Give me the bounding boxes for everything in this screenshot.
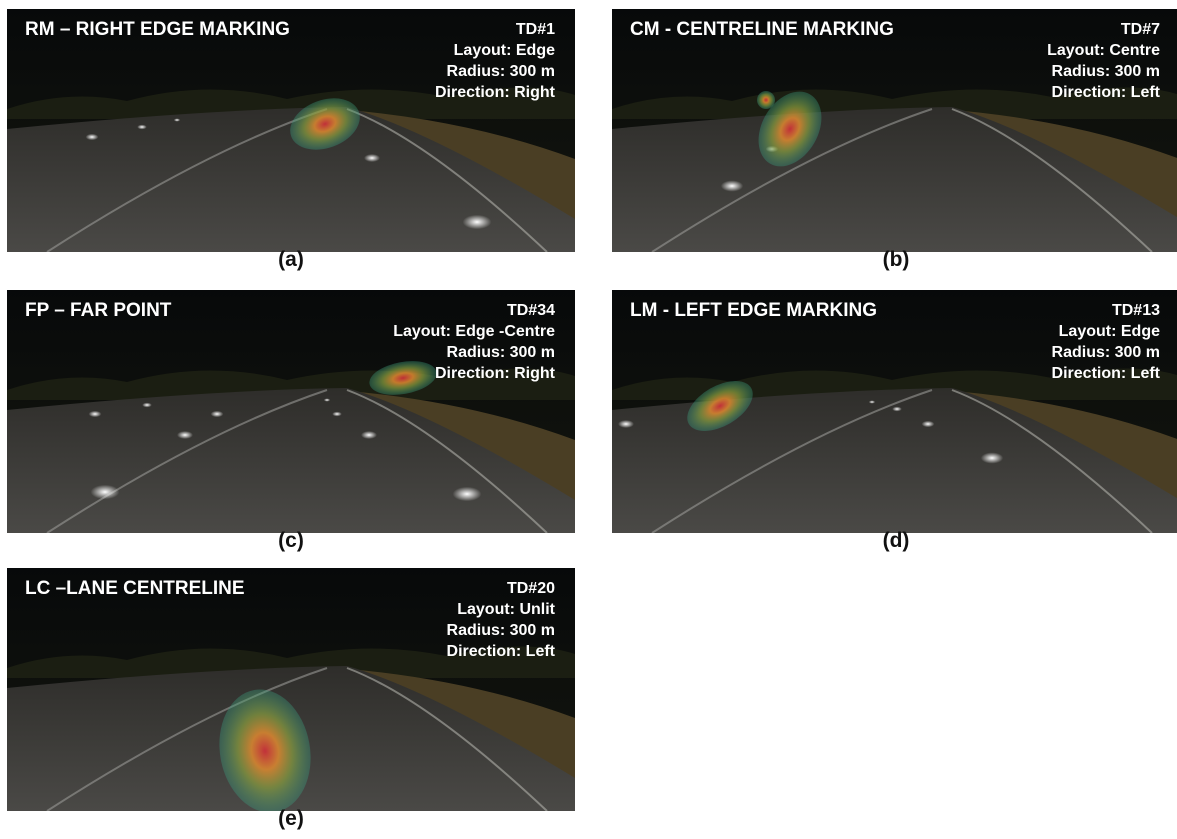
- panel: RM – RIGHT EDGE MARKING TD#1 Layout: Edge R…: [7, 9, 575, 252]
- scene: [7, 568, 575, 811]
- lane-line: [46, 389, 328, 533]
- info-line: Direction: Right: [435, 365, 555, 382]
- road-stud: [137, 124, 147, 130]
- gaze-heatmap: [369, 361, 437, 395]
- panel-info: TD#13 Layout: Edge Radius: 300 m Direction:…: [1052, 300, 1160, 384]
- info-line: Layout: Edge -Centre: [393, 323, 555, 340]
- edge-line: [346, 389, 548, 533]
- edge-line: [951, 389, 1153, 533]
- road-stud: [323, 398, 331, 402]
- road-stud: [332, 411, 342, 417]
- treeline: [7, 646, 575, 678]
- gaze-heatmap: [219, 689, 311, 811]
- road-stud: [921, 420, 935, 428]
- panel: LC –LANE CENTRELINE TD#20 Layout: Unlit Rad…: [7, 568, 575, 811]
- info-line: Layout: Centre: [1047, 42, 1160, 59]
- info-line: TD#13: [1111, 302, 1160, 319]
- road-stud: [142, 402, 152, 408]
- edge-line: [346, 108, 548, 252]
- info-line: Direction: Left: [1051, 84, 1160, 101]
- road-stud: [210, 410, 224, 418]
- panel-caption: (d): [882, 529, 910, 552]
- info-line: Radius: 300 m: [1051, 344, 1160, 361]
- road-stud: [452, 486, 482, 502]
- gaze-heatmap: [290, 98, 360, 150]
- gaze-heatmap: [757, 91, 775, 109]
- road: [612, 107, 1177, 252]
- road: [612, 388, 1177, 533]
- road-stud: [364, 154, 380, 162]
- panel-caption: (e): [278, 807, 304, 830]
- road: [7, 388, 575, 533]
- panel-title: FP – FAR POINT: [25, 300, 172, 321]
- road-stud: [88, 410, 102, 418]
- info-line: TD#20: [506, 580, 555, 597]
- info-line: Direction: Left: [1051, 365, 1160, 382]
- info-line: Direction: Right: [435, 84, 555, 101]
- info-line: TD#34: [506, 302, 555, 319]
- scene: [612, 290, 1177, 533]
- info-line: Layout: Unlit: [457, 601, 555, 618]
- panel-caption: (a): [278, 248, 304, 271]
- scene: [7, 290, 575, 533]
- lane-line: [651, 108, 933, 252]
- info-line: Radius: 300 m: [446, 344, 555, 361]
- panel-caption: (b): [882, 248, 910, 271]
- info-line: TD#1: [515, 21, 555, 38]
- edge-line: [346, 667, 548, 811]
- info-line: Radius: 300 m: [446, 63, 555, 80]
- info-line: TD#7: [1120, 21, 1160, 38]
- panel-info: TD#7 Layout: Centre Radius: 300 m Direction…: [1047, 19, 1160, 103]
- road-stud: [892, 406, 902, 412]
- treeline: [612, 87, 1177, 119]
- road-stud: [980, 452, 1004, 464]
- info-line: Layout: Edge: [1058, 323, 1160, 340]
- scene: [612, 9, 1177, 252]
- panel: FP – FAR POINT TD#34 Layout: Edge -Centre R…: [7, 290, 575, 533]
- road-stud: [868, 400, 876, 404]
- panel-info: TD#34 Layout: Edge -Centre Radius: 300 m Di…: [393, 300, 555, 384]
- lane-line: [651, 389, 933, 533]
- scene: [7, 9, 575, 252]
- treeline: [612, 368, 1177, 400]
- lane-line: [46, 667, 328, 811]
- gaze-heatmap: [758, 91, 822, 167]
- panel-title: LM - LEFT EDGE MARKING: [630, 300, 877, 321]
- panel: LM - LEFT EDGE MARKING TD#13 Layout: Edge R…: [612, 290, 1177, 533]
- panel-title: RM – RIGHT EDGE MARKING: [25, 19, 290, 40]
- panel-info: TD#1 Layout: Edge Radius: 300 m Direction: …: [435, 19, 555, 103]
- info-line: Radius: 300 m: [446, 622, 555, 639]
- road-stud: [361, 431, 377, 439]
- info-line: Layout: Edge: [453, 42, 555, 59]
- treeline: [7, 87, 575, 119]
- info-line: Direction: Left: [446, 643, 555, 660]
- panel: CM - CENTRELINE MARKING TD#7 Layout: Centr…: [612, 9, 1177, 252]
- road-stud: [177, 431, 193, 439]
- edge-line: [951, 108, 1153, 252]
- road-stud: [90, 484, 120, 500]
- panel-title: LC –LANE CENTRELINE: [25, 578, 245, 599]
- road-stud: [720, 180, 744, 192]
- road-stud: [462, 214, 492, 230]
- road-stud: [85, 133, 99, 141]
- panel-caption: (c): [278, 529, 304, 552]
- panel-title: CM - CENTRELINE MARKING: [630, 19, 894, 40]
- info-line: Radius: 300 m: [1051, 63, 1160, 80]
- road-stud: [618, 420, 634, 428]
- road-stud: [173, 118, 181, 122]
- panel-info: TD#20 Layout: Unlit Radius: 300 m Direction…: [447, 578, 555, 662]
- road: [7, 107, 575, 252]
- gaze-heatmap: [687, 381, 753, 431]
